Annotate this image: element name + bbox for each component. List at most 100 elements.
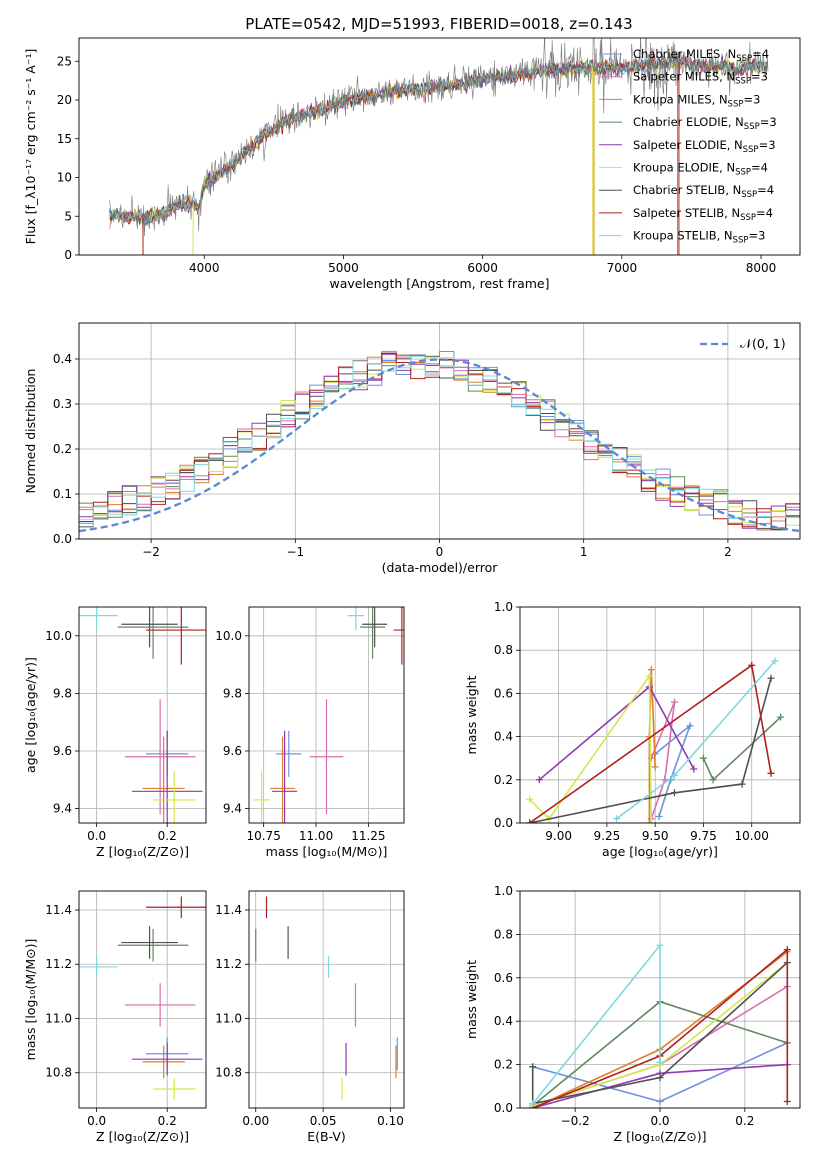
grid-age_vs_Z [79, 607, 206, 823]
weight-marker-kroupa_elodie [526, 795, 534, 803]
weight-line-kroupa_stelib [616, 660, 776, 820]
weight-marker-chabrier_stelib [767, 674, 775, 682]
axes-frame-weight_vs_age [519, 606, 801, 824]
weight-marker-salpeter_elodie [690, 765, 698, 773]
x-axis-label: E(B-V) [307, 1129, 346, 1144]
plot-mass_vs_ebv [255, 896, 398, 1100]
weight-marker-kroupa_elodie [645, 672, 653, 680]
weight-marker-kroupa_stelib [656, 941, 664, 949]
plot-mass_vs_Z [79, 896, 206, 1100]
y-tick-label: 9.4 [223, 802, 242, 816]
plot-age_vs_Z [79, 607, 206, 823]
x-tick-label: −0.2 [561, 1114, 590, 1128]
y-tick-label: 0.3 [53, 397, 72, 411]
x-tick-label: 5000 [328, 261, 359, 275]
y-tick-label: 0.6 [494, 686, 513, 700]
histogram-kroupa_stelib [79, 355, 800, 528]
x-tick-label: 9.75 [690, 829, 717, 843]
x-tick-label: 0.05 [310, 1114, 337, 1128]
legend-label: Chabrier MILES, NSSP=4 [633, 47, 769, 64]
y-tick-label: 9.8 [223, 686, 242, 700]
x-tick-label: 2 [724, 545, 732, 559]
y-tick-label: 15 [57, 132, 72, 146]
grid-mass_vs_ebv [249, 891, 404, 1108]
x-axis-label: wavelength [Angstrom, rest frame] [329, 276, 549, 291]
y-tick-label: 9.6 [53, 744, 72, 758]
axes-frame-weight_vs_Z [519, 890, 801, 1109]
weight-marker-salpeter_elodie [535, 776, 543, 784]
x-tick-label: 0.0 [87, 829, 106, 843]
x-tick-label: −1 [286, 545, 304, 559]
x-axis-label: Z [log₁₀(Z/Z⊙)] [96, 1129, 189, 1144]
axes-frame-residuals [78, 322, 801, 540]
weight-marker-chabrier_miles [686, 722, 694, 730]
y-tick-label: 1.0 [494, 600, 513, 614]
legend-label: 𝒩(0, 1) [740, 336, 786, 351]
y-tick-label: 0.4 [494, 730, 513, 744]
weight-marker-kroupa_miles [651, 763, 659, 771]
y-tick-label: 11.0 [45, 1011, 72, 1025]
x-tick-label: 0.2 [158, 829, 177, 843]
weight-line-kroupa_stelib [532, 943, 661, 1105]
weight-line-chabrier_elodie [702, 716, 782, 782]
weight-marker-salpeter_stelib [526, 819, 534, 823]
x-tick-label: 9.00 [545, 829, 572, 843]
weight-marker-chabrier_stelib [738, 780, 746, 788]
axes-weight_vs_age: 9.00 9.25 9.50 9.75 10.00 0.0 0.2 0.4 0.6 0.8 1.0 a… [464, 600, 801, 859]
y-tick-label: 10.8 [215, 1066, 242, 1080]
legend-label: Kroupa STELIB, NSSP=3 [633, 229, 765, 246]
x-axis-label: Z [log₁₀(Z/Z⊙)] [96, 844, 189, 859]
legend-label: Chabrier STELIB, NSSP=4 [633, 183, 774, 200]
y-tick-label: 5 [64, 209, 72, 223]
data-spectrum-line [109, 38, 769, 237]
y-tick-label: 11.0 [215, 1011, 242, 1025]
y-tick-label: 11.2 [215, 957, 242, 971]
y-tick-label: 11.2 [45, 957, 72, 971]
grid-weight_vs_age [520, 606, 800, 824]
legend-spectrum: Chabrier MILES, NSSP=4 Salpeter MILES, NS… [599, 47, 777, 246]
y-tick-label: 0.6 [494, 971, 513, 985]
weight-marker-chabrier_elodie [699, 754, 707, 762]
x-tick-label: 0.10 [377, 1114, 404, 1128]
axes-frame-age_vs_mass [248, 606, 405, 824]
legend-label: Salpeter MILES, NSSP=3 [633, 70, 768, 87]
axes-age_vs_mass: 10.75 11.00 11.25 9.4 9.6 9.8 10.0 mass [log₁₀(… [215, 606, 405, 859]
weight-marker-chabrier_miles [655, 813, 663, 821]
weight-marker-salpeter_stelib [748, 661, 756, 669]
axes-frame-mass_vs_ebv [248, 890, 405, 1109]
x-tick-label: 0.00 [242, 1114, 269, 1128]
y-tick-label: 0.4 [53, 352, 72, 366]
y-axis-label: mass [log₁₀(M/M⊙)] [23, 939, 38, 1061]
y-tick-label: 9.8 [53, 686, 72, 700]
weight-line-salpeter_miles [650, 701, 676, 819]
x-axis-label: Z [log₁₀(Z/Z⊙)] [614, 1129, 707, 1144]
x-tick-label: −2 [142, 545, 160, 559]
axes-mass_vs_Z: 0.0 0.2 10.8 11.0 11.2 11.4 Z [log₁₀(Z/Z⊙)] mas… [23, 890, 207, 1144]
y-tick-label: 10.8 [45, 1066, 72, 1080]
y-axis-label: mass weight [464, 960, 479, 1039]
weight-marker-kroupa_stelib [670, 771, 678, 779]
x-tick-label: 9.50 [642, 829, 669, 843]
weight-marker-chabrier_stelib [529, 1063, 537, 1071]
y-tick-label: 0.2 [494, 1058, 513, 1072]
y-tick-label: 10.0 [45, 629, 72, 643]
axes-frame-mass_vs_Z [78, 890, 207, 1109]
legend-label: Chabrier ELODIE, NSSP=3 [633, 115, 777, 132]
weight-marker-kroupa_miles [647, 666, 655, 674]
y-tick-label: 0.0 [494, 816, 513, 830]
y-tick-label: 10.0 [215, 629, 242, 643]
y-axis-label: Flux [f_λ10⁻¹⁷ erg cm⁻² s⁻¹ A⁻¹] [23, 49, 38, 245]
plot-weight_vs_Z [529, 941, 791, 1108]
x-tick-label: 6000 [467, 261, 498, 275]
weight-line-salpeter_stelib [532, 947, 789, 1108]
figure-title: PLATE=0542, MJD=51993, FIBERID=0018, z=0… [245, 15, 632, 33]
y-tick-label: 11.4 [45, 903, 72, 917]
weight-marker-kroupa_miles [645, 819, 653, 823]
weight-marker-chabrier_stelib [670, 789, 678, 797]
y-tick-label: 11.4 [215, 903, 242, 917]
x-tick-label: 4000 [189, 261, 220, 275]
weight-marker-chabrier_stelib [656, 1074, 664, 1082]
y-tick-label: 0.4 [494, 1014, 513, 1028]
axes-weight_vs_Z: −0.2 0.0 0.2 0.0 0.2 0.4 0.6 0.8 1.0 Z [log₁₀(Z/Z… [464, 884, 801, 1144]
